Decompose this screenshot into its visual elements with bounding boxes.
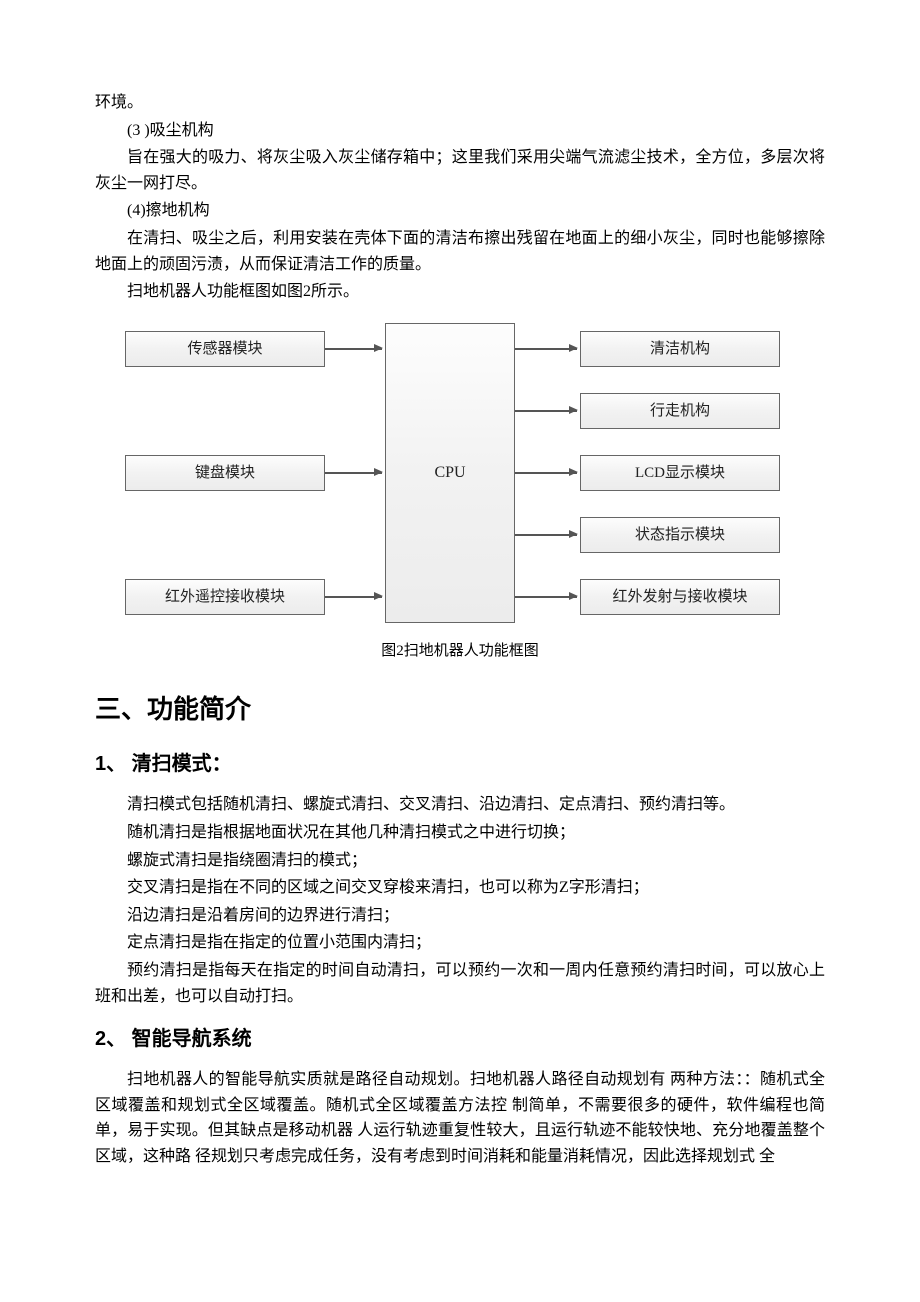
diagram-node-right: 红外发射与接收模块 [580, 579, 780, 615]
body-text: 预约清扫是指每天在指定的时间自动清扫，可以预约一次和一周内任意预约清扫时间，可以… [95, 958, 825, 1009]
diagram-node-right: 状态指示模块 [580, 517, 780, 553]
figure-caption: 图2扫地机器人功能框图 [95, 639, 825, 663]
diagram-arrow [515, 596, 577, 598]
diagram-arrow [515, 410, 577, 412]
figure-2-block-diagram: CPU 传感器模块键盘模块红外遥控接收模块 清洁机构行走机构 LCD显示模块状态指示… [95, 323, 825, 663]
section-heading-3: 三、功能简介 [95, 689, 825, 731]
diagram-node-right: LCD显示模块 [580, 455, 780, 491]
body-text: 交叉清扫是指在不同的区域之间交叉穿梭来清扫，也可以称为Z字形清扫； [95, 875, 825, 901]
diagram-arrow [515, 472, 577, 474]
diagram-node-right: 清洁机构 [580, 331, 780, 367]
body-text: 扫地机器人的智能导航实质就是路径自动规划。扫地机器人路径自动规划有 两种方法：：… [95, 1067, 825, 1169]
diagram-node-left: 红外遥控接收模块 [125, 579, 325, 615]
diagram-arrow [515, 534, 577, 536]
diagram-arrow [515, 348, 577, 350]
diagram-node-right: 行走机构 [580, 393, 780, 429]
subheading-4: (4)擦地机构 [95, 198, 825, 224]
diagram-canvas: CPU 传感器模块键盘模块红外遥控接收模块 清洁机构行走机构 LCD显示模块状态指示… [95, 323, 825, 633]
diagram-arrow [325, 472, 382, 474]
body-text: 环境。 [95, 90, 825, 116]
page-container: 环境。 (3 )吸尘机构 旨在强大的吸力、将灰尘吸入灰尘储存箱中；这里我们采用尖… [0, 0, 920, 1302]
diagram-node-left: 传感器模块 [125, 331, 325, 367]
body-text: 螺旋式清扫是指绕圈清扫的模式； [95, 848, 825, 874]
diagram-arrow [325, 596, 382, 598]
body-text: 旨在强大的吸力、将灰尘吸入灰尘储存箱中；这里我们采用尖端气流滤尘技术，全方位，多… [95, 145, 825, 196]
diagram-node-cpu: CPU [385, 323, 515, 623]
body-text: 定点清扫是指在指定的位置小范围内清扫； [95, 930, 825, 956]
subsection-heading-3-1: 1、 清扫模式： [95, 748, 825, 780]
figure-intro: 扫地机器人功能框图如图2所示。 [95, 279, 825, 305]
body-text: 随机清扫是指根据地面状况在其他几种清扫模式之中进行切换； [95, 820, 825, 846]
diagram-node-left: 键盘模块 [125, 455, 325, 491]
subheading-3: (3 )吸尘机构 [95, 118, 825, 144]
diagram-arrow [325, 348, 382, 350]
body-text: 清扫模式包括随机清扫、螺旋式清扫、交叉清扫、沿边清扫、定点清扫、预约清扫等。 [95, 792, 825, 818]
body-text: 沿边清扫是沿着房间的边界进行清扫； [95, 903, 825, 929]
subsection-heading-3-2: 2、 智能导航系统 [95, 1023, 825, 1055]
body-text: 在清扫、吸尘之后，利用安装在壳体下面的清洁布擦出残留在地面上的细小灰尘，同时也能… [95, 226, 825, 277]
